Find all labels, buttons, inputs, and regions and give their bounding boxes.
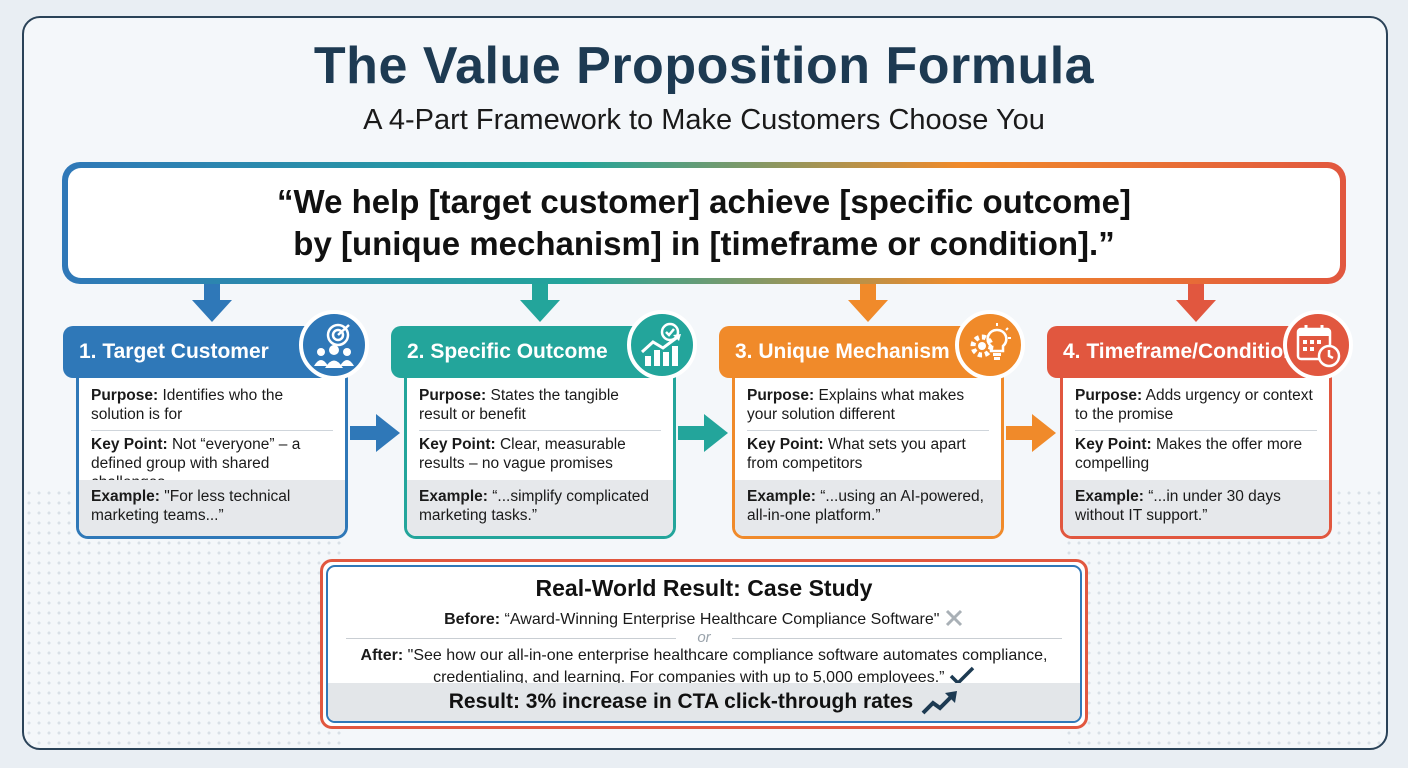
purpose-text: Identifies who the solution is for bbox=[91, 387, 284, 423]
page-title: The Value Proposition Formula bbox=[313, 37, 1095, 95]
formula-line-2: by [unique mechanism] in [timeframe or c… bbox=[293, 225, 1115, 262]
trend-up-icon bbox=[921, 691, 958, 715]
purpose-text: Adds urgency or context to the promise bbox=[1075, 387, 1313, 423]
arrow-right-icon bbox=[1006, 414, 1056, 452]
page-subtitle: A 4-Part Framework to Make Customers Cho… bbox=[363, 104, 1045, 136]
key-point-label: Key Point: bbox=[747, 436, 824, 453]
card-title: 2. Specific Outcome bbox=[391, 326, 653, 378]
arrow-down-icon bbox=[192, 284, 232, 322]
or-divider: or bbox=[328, 629, 1080, 646]
key-point-label: Key Point: bbox=[91, 436, 168, 453]
card-specific-outcome: 2. Specific Outcome Purpose: States the … bbox=[391, 310, 697, 539]
card-title: 1. Target Customer bbox=[63, 326, 325, 378]
example-text: “...in under 30 days without IT support.… bbox=[1075, 488, 1281, 524]
key-point-label: Key Point: bbox=[419, 436, 496, 453]
card-title: 4. Timeframe/Condition bbox=[1047, 326, 1309, 378]
after-text-line-2: credentialing, and learning. For compani… bbox=[433, 669, 945, 686]
before-label: Before: bbox=[444, 611, 501, 628]
arrow-right-icon bbox=[678, 414, 728, 452]
case-study-box: Real-World Result: Case Study Before: “A… bbox=[320, 559, 1088, 729]
before-text: “Award-Winning Enterprise Healthcare Com… bbox=[504, 611, 940, 628]
card-timeframe-condition: 4. Timeframe/Condition Purpose: Adds urg… bbox=[1047, 310, 1353, 539]
purpose-text: States the tangible result or benefit bbox=[419, 387, 619, 423]
formula-line-1: “We help [target customer] achieve [spec… bbox=[277, 183, 1131, 220]
example-label: Example: bbox=[419, 488, 488, 505]
key-point-text: What sets you apart from competitors bbox=[747, 436, 966, 472]
target-people-icon bbox=[299, 310, 369, 380]
result-text: Result: 3% increase in CTA click-through… bbox=[448, 690, 914, 713]
card-unique-mechanism: 3. Unique Mechanism Purpose: Explains wh… bbox=[719, 310, 1025, 539]
key-point-text: Makes the offer more compelling bbox=[1075, 436, 1303, 472]
key-point-text: Clear, measurable results – no vague pro… bbox=[419, 436, 626, 472]
purpose-label: Purpose: bbox=[419, 387, 487, 404]
arrow-down-icon bbox=[1176, 284, 1216, 322]
example-label: Example: bbox=[91, 488, 160, 505]
cross-icon bbox=[945, 609, 962, 627]
arrow-down-icon bbox=[848, 284, 888, 322]
example-label: Example: bbox=[1075, 488, 1144, 505]
purpose-label: Purpose: bbox=[747, 387, 815, 404]
after-label: After: bbox=[360, 647, 404, 664]
calendar-clock-icon bbox=[1283, 310, 1353, 380]
card-title: 3. Unique Mechanism bbox=[719, 326, 981, 378]
card-target-customer: 1. Target Customer Purpose: Identifies w… bbox=[63, 310, 369, 539]
gear-lightbulb-icon bbox=[955, 310, 1025, 380]
formula-box: “We help [target customer] achieve [spec… bbox=[62, 162, 1346, 284]
growth-chart-icon bbox=[627, 310, 697, 380]
purpose-label: Purpose: bbox=[91, 387, 159, 404]
example-text: “...simplify complicated marketing tasks… bbox=[419, 488, 649, 524]
purpose-text: Explains what makes your solution differ… bbox=[747, 387, 965, 423]
example-text: "For less technical marketing teams...” bbox=[91, 488, 291, 524]
example-text: “...using an AI-powered, all-in-one plat… bbox=[747, 488, 984, 524]
example-label: Example: bbox=[747, 488, 816, 505]
arrow-right-icon bbox=[350, 414, 400, 452]
arrow-down-icon bbox=[520, 284, 560, 322]
purpose-label: Purpose: bbox=[1075, 387, 1143, 404]
key-point-label: Key Point: bbox=[1075, 436, 1152, 453]
after-text-line-1: "See how our all-in-one enterprise healt… bbox=[407, 647, 1048, 664]
case-study-title: Real-World Result: Case Study bbox=[535, 575, 873, 601]
